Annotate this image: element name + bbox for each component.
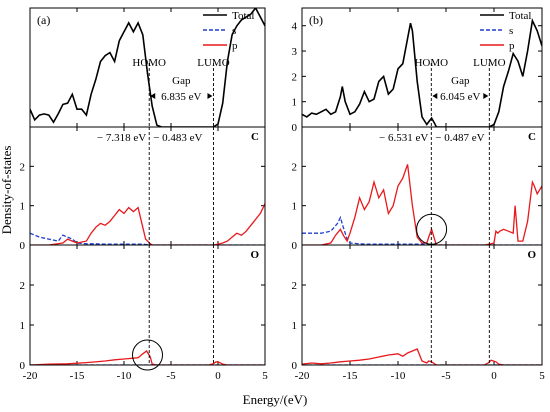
series-group (30, 350, 265, 365)
homo-label: HOMO (132, 57, 166, 69)
element-label: O (527, 249, 536, 261)
lumo-energy-label: − 0.487 eV (435, 132, 484, 144)
series-line-total (302, 18, 542, 127)
homo-label: HOMO (414, 57, 448, 69)
series-line-total (30, 8, 265, 127)
subpanel-c: 0 1 2 C − 7.318 eV − 0.483 eV (20, 126, 266, 252)
legend-label: s (232, 25, 236, 37)
y-tick-label: 2 (20, 280, 26, 292)
panel-a: (a) Total sp HOMO LUMO Gap 6.835 eV 0 1 2 C − 7.318… (20, 7, 268, 382)
homo-energy-label: − 6.531 eV (379, 132, 428, 144)
subpanel-frame (29, 126, 266, 246)
lumo-label: LUMO (197, 57, 229, 69)
y-tick-label: 4 (292, 21, 298, 33)
series-group (302, 18, 542, 127)
gap-label: Gap (451, 75, 470, 87)
highlight-circle (132, 339, 163, 371)
y-tick-label: 2 (292, 280, 298, 292)
series-group (302, 348, 542, 365)
y-tick-label: 0 (20, 240, 26, 252)
x-axis-label: Energy/(eV) (243, 392, 308, 407)
subpanel-total: (a) Total sp HOMO LUMO Gap 6.835 eV (29, 7, 266, 128)
legend-label: p (232, 40, 238, 52)
gap-value: 6.835 eV (161, 91, 201, 103)
y-tick-label: 1 (292, 97, 298, 109)
legend-label: p (509, 40, 515, 52)
series-line-p (30, 350, 265, 365)
series-line-p (302, 348, 542, 365)
y-tick-label: 1 (292, 320, 298, 332)
gap-arrow-right (207, 93, 213, 99)
element-label: C (251, 131, 259, 143)
gap-arrow-right (483, 93, 489, 99)
gap-label: Gap (172, 75, 191, 87)
x-tick-label: -15 (343, 370, 358, 382)
y-tick-label: 0 (292, 240, 298, 252)
subpanel-frame (29, 244, 266, 366)
legend-label: s (509, 25, 513, 37)
subpanel-o: 0 1 2 O -20 -15 -10 -5 0 5 (20, 244, 268, 382)
y-tick-label: 1 (292, 201, 298, 213)
subpanel-frame (301, 244, 543, 366)
lumo-label: LUMO (473, 57, 505, 69)
subpanel-frame (301, 126, 543, 246)
homo-energy-label: − 7.318 eV (97, 132, 146, 144)
y-tick-label: 3 (292, 46, 298, 58)
series-line-s (302, 215, 542, 245)
subpanel-c: 0 1 2 C − 6.531 eV − 0.487 eV (292, 126, 543, 252)
element-label: C (528, 131, 536, 143)
gap-value: 6.045 eV (440, 91, 480, 103)
x-tick-label: 5 (539, 370, 545, 382)
y-tick-label: 2 (292, 71, 298, 83)
x-tick-label: 5 (262, 370, 268, 382)
x-tick-label: -10 (117, 370, 132, 382)
series-line-p (30, 203, 265, 245)
x-tick-label: -5 (166, 370, 176, 382)
series-line-p (302, 164, 542, 245)
legend-label: Total (509, 10, 531, 22)
y-tick-label: 1 (20, 201, 26, 213)
x-tick-label: -10 (391, 370, 406, 382)
series-group (302, 164, 542, 245)
element-label: O (250, 249, 259, 261)
gap-arrow-left (432, 93, 438, 99)
y-tick-label: 2 (292, 161, 298, 173)
panel-label: (b) (309, 13, 323, 27)
x-tick-label: 0 (215, 370, 221, 382)
subpanel-o: 0 1 2 O -20 -15 -10 -5 0 5 (292, 244, 545, 382)
x-tick-label: -20 (295, 370, 310, 382)
gap-arrow-left (150, 93, 156, 99)
highlight-circle (416, 213, 448, 245)
series-group (30, 203, 265, 245)
panel-label: (a) (37, 13, 50, 27)
x-tick-label: -5 (441, 370, 451, 382)
y-axis-label: Density-of-states (0, 146, 14, 235)
y-tick-label: 1 (20, 320, 26, 332)
y-tick-label: 2 (20, 161, 26, 173)
x-tick-label: 0 (491, 370, 497, 382)
x-tick-label: -15 (70, 370, 85, 382)
legend-label: Total (232, 10, 254, 22)
x-tick-label: -20 (23, 370, 38, 382)
y-tick-label: 0 (20, 360, 26, 372)
y-tick-label: 0 (292, 122, 298, 134)
lumo-energy-label: − 0.483 eV (153, 132, 202, 144)
y-tick-label: 0 (292, 360, 298, 372)
series-group (30, 8, 265, 127)
